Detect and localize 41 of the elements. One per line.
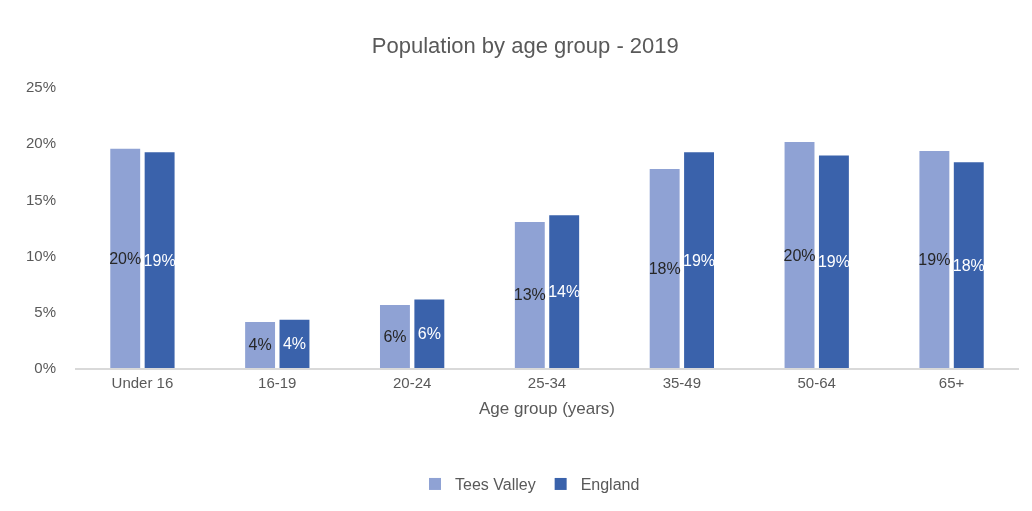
y-tick-label: 15% <box>25 190 56 208</box>
x-tick-label: 35-49 <box>662 374 702 391</box>
data-label: 19% <box>817 253 850 271</box>
x-axis-title: Age group (years) <box>478 398 616 418</box>
data-label: 20% <box>783 246 816 264</box>
legend-label: England <box>580 476 640 494</box>
x-tick-label: Under 16 <box>111 374 174 391</box>
bar <box>110 148 141 368</box>
bar <box>818 155 849 368</box>
bar <box>379 305 410 368</box>
bar <box>649 169 680 368</box>
data-label: 20% <box>109 249 142 267</box>
bar <box>784 142 815 368</box>
chart-title: Population by age group - 2019 <box>371 32 679 58</box>
data-label: 4% <box>248 336 272 354</box>
legend-label: Tees Valley <box>455 476 536 494</box>
data-label: 4% <box>282 335 307 353</box>
data-label: 13% <box>513 286 546 304</box>
y-tick-label: 5% <box>34 303 56 321</box>
x-tick-label: 50-64 <box>797 374 836 391</box>
bar <box>414 299 445 368</box>
data-label: 18% <box>952 256 985 274</box>
x-tick-label: 20-24 <box>392 374 432 391</box>
data-label: 19% <box>683 251 716 269</box>
bar <box>514 221 545 368</box>
bar <box>684 152 715 368</box>
y-tick-label: 10% <box>25 246 56 264</box>
data-label: 6% <box>417 325 441 343</box>
bar <box>919 151 950 368</box>
bar <box>549 215 580 368</box>
x-tick-label: 16-19 <box>258 374 297 391</box>
y-tick-label: 0% <box>34 359 56 377</box>
bar <box>953 162 984 368</box>
data-label: 18% <box>648 260 681 278</box>
data-label: 6% <box>383 328 407 346</box>
y-tick-label: 25% <box>25 78 56 96</box>
data-label: 19% <box>918 251 951 269</box>
y-tick-label: 20% <box>25 134 56 152</box>
bar <box>144 152 175 368</box>
x-tick-label: 25-34 <box>527 374 567 391</box>
x-tick-label: 65+ <box>938 374 965 391</box>
